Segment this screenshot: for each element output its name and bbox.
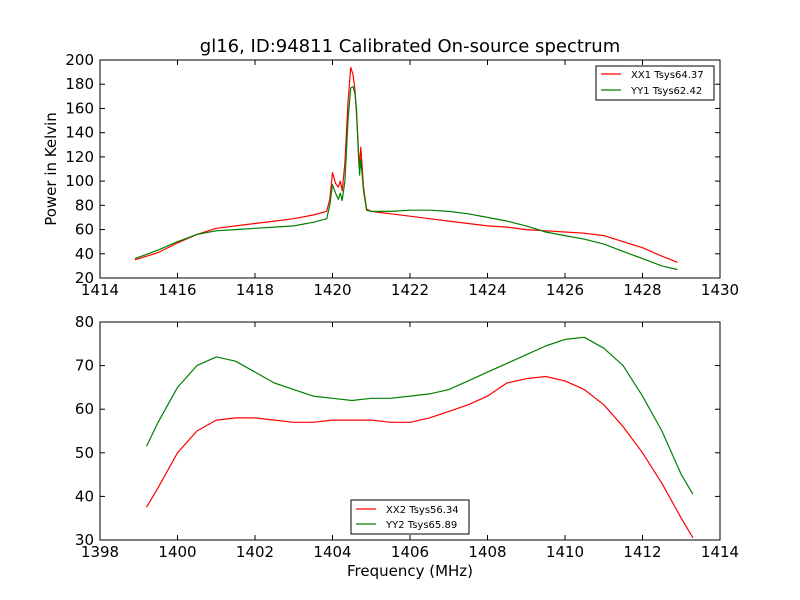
bottom-plot-area: 1398 1400 1402 1404 1406 1408 1410 1412 1414 30 40…: [75, 313, 739, 561]
x-tick-label: 1416: [158, 281, 196, 299]
series-line-2: [145, 336, 694, 495]
y-tick-label: 120: [65, 148, 94, 166]
x-axis-label: Frequency (MHz): [347, 562, 473, 580]
y-tick-label: 40: [75, 245, 94, 263]
x-tick-label: 1408: [468, 543, 506, 561]
x-tick-label: 1428: [623, 281, 661, 299]
x-tick-label: 1414: [81, 281, 119, 299]
x-tick-label: 1400: [158, 543, 196, 561]
y-tick-label: 180: [65, 75, 94, 93]
y-tick-label: 100: [65, 172, 94, 190]
series-line-2: [134, 86, 678, 271]
y-axis-label: Power in Kelvin: [42, 112, 60, 226]
x-tick-label: 1410: [546, 543, 584, 561]
y-tick-label: 200: [65, 51, 94, 69]
x-tick-label: 1414: [701, 543, 739, 561]
y-tick-label: 20: [75, 269, 94, 287]
y-tick-label: 70: [75, 357, 94, 375]
y-tick-label: 40: [75, 487, 94, 505]
x-tick-label: 1398: [81, 543, 119, 561]
x-tick-label: 1402: [236, 543, 274, 561]
x-tick-label: 1420: [313, 281, 351, 299]
series-line-1: [145, 375, 694, 539]
legend-label-yy1: YY1 Tsys62.42: [630, 86, 702, 97]
x-tick-label: 1418: [236, 281, 274, 299]
y-tick-label: 50: [75, 444, 94, 462]
top-legend: XX1 Tsys64.37 YY1 Tsys62.42: [595, 65, 715, 101]
x-tick-label: 1430: [701, 281, 739, 299]
top-chart: gl16, ID:94811 Calibrated On-source spec…: [42, 36, 739, 299]
x-tick-label: 1412: [623, 543, 661, 561]
y-tick-label: 140: [65, 124, 94, 142]
y-tick-label: 30: [75, 531, 94, 549]
y-tick-label: 60: [75, 400, 94, 418]
bottom-chart: Frequency (MHz) 1398 1400 1402 1404 1406 1408…: [75, 313, 739, 580]
y-tick-label: 60: [75, 221, 94, 239]
y-tick-label: 80: [75, 196, 94, 214]
x-tick-label: 1406: [391, 543, 429, 561]
x-tick-label: 1404: [313, 543, 351, 561]
legend-label-yy2: YY2 Tsys65.89: [385, 520, 457, 531]
x-tick-label: 1424: [468, 281, 506, 299]
legend-label-xx1: XX1 Tsys64.37: [631, 70, 704, 81]
x-tick-label: 1426: [546, 281, 584, 299]
x-tick-label: 1422: [391, 281, 429, 299]
legend-label-xx2: XX2 Tsys56.34: [386, 505, 459, 516]
y-tick-label: 80: [75, 313, 94, 331]
top-plot-area: 1414 1416 1418 1420 1422 1424 1426 1428 1430 20 40…: [65, 51, 739, 299]
y-tick-label: 160: [65, 99, 94, 117]
chart-title: gl16, ID:94811 Calibrated On-source spec…: [200, 36, 620, 57]
bottom-legend: XX2 Tsys56.34 YY2 Tsys65.89: [350, 499, 470, 535]
